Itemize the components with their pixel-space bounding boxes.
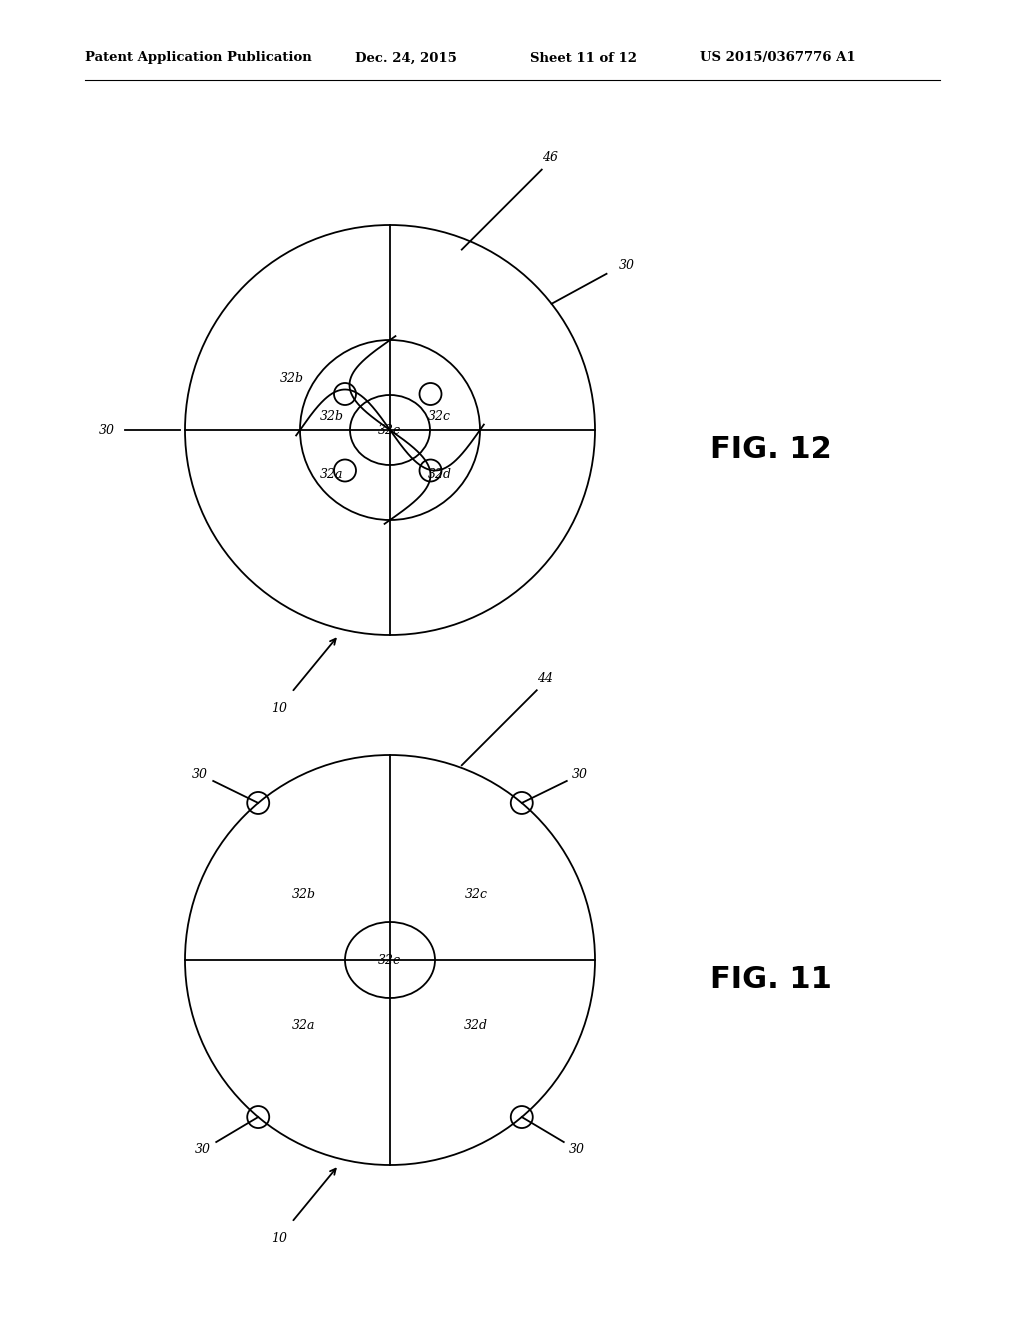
Text: 32a: 32a [319, 469, 343, 482]
Text: FIG. 11: FIG. 11 [710, 965, 831, 994]
Text: 32c: 32c [465, 888, 487, 900]
Text: 32c: 32c [428, 411, 451, 422]
Text: Patent Application Publication: Patent Application Publication [85, 51, 311, 65]
Text: 44: 44 [537, 672, 553, 685]
Text: 32b: 32b [280, 372, 303, 385]
Text: 10: 10 [271, 702, 288, 715]
Text: 32a: 32a [292, 1019, 315, 1032]
Text: US 2015/0367776 A1: US 2015/0367776 A1 [700, 51, 856, 65]
Text: 32e: 32e [378, 953, 401, 966]
Text: 30: 30 [571, 768, 588, 781]
Text: Sheet 11 of 12: Sheet 11 of 12 [530, 51, 637, 65]
Text: 30: 30 [568, 1143, 585, 1155]
Text: 32e: 32e [378, 424, 401, 437]
Text: 10: 10 [271, 1232, 288, 1245]
Text: 32d: 32d [427, 469, 452, 482]
Text: 30: 30 [193, 768, 208, 781]
Text: 32b: 32b [319, 411, 343, 422]
Text: 30: 30 [99, 424, 115, 437]
Text: 46: 46 [542, 150, 558, 164]
Text: 32d: 32d [464, 1019, 488, 1032]
Text: 30: 30 [618, 259, 635, 272]
Text: 32b: 32b [292, 888, 315, 900]
Text: Dec. 24, 2015: Dec. 24, 2015 [355, 51, 457, 65]
Text: 30: 30 [196, 1143, 211, 1155]
Text: FIG. 12: FIG. 12 [710, 436, 831, 465]
